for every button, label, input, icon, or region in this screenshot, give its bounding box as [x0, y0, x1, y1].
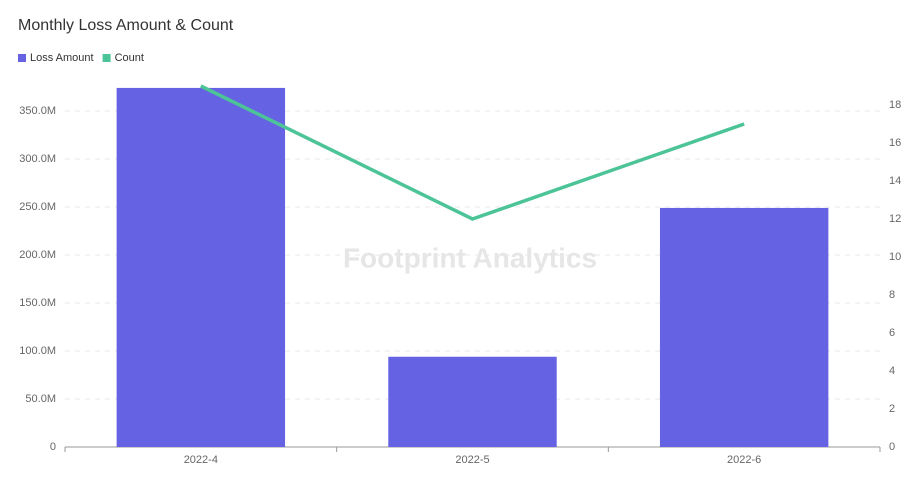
- y-tick-label: 0: [50, 441, 56, 453]
- x-tick-label: 2022-4: [184, 454, 218, 466]
- chart-title: Monthly Loss Amount & Count: [18, 17, 234, 34]
- legend-label: Loss Amount: [30, 52, 94, 64]
- y-tick-label: 150.0M: [19, 297, 56, 309]
- y2-tick-label: 14: [889, 175, 901, 187]
- legend-swatch: [18, 54, 26, 62]
- y2-tick-label: 10: [889, 251, 901, 263]
- bar: [388, 356, 557, 447]
- bar: [116, 87, 286, 447]
- x-tick-label: 2022-6: [727, 454, 761, 466]
- bar: [659, 207, 829, 447]
- y2-tick-label: 6: [889, 327, 895, 339]
- y-tick-label: 300.0M: [19, 153, 56, 165]
- legend-swatch: [102, 54, 111, 62]
- y2-tick-label: 16: [889, 137, 901, 149]
- watermark: Footprint Analytics: [343, 242, 597, 273]
- y2-tick-label: 0: [889, 441, 895, 453]
- y2-tick-label: 8: [889, 289, 895, 301]
- y2-tick-label: 18: [889, 99, 901, 111]
- x-tick-label: 2022-5: [455, 454, 489, 466]
- y-tick-label: 250.0M: [19, 201, 56, 213]
- y2-tick-label: 2: [889, 403, 895, 415]
- y2-tick-label: 4: [889, 365, 895, 377]
- legend-label: Count: [115, 52, 144, 64]
- line: [200, 84, 745, 221]
- y-tick-label: 350.0M: [19, 105, 56, 117]
- y-tick-label: 200.0M: [19, 249, 56, 261]
- y-tick-label: 50.0M: [25, 393, 56, 405]
- y-tick-label: 100.0M: [19, 345, 56, 357]
- y2-tick-label: 12: [889, 213, 901, 225]
